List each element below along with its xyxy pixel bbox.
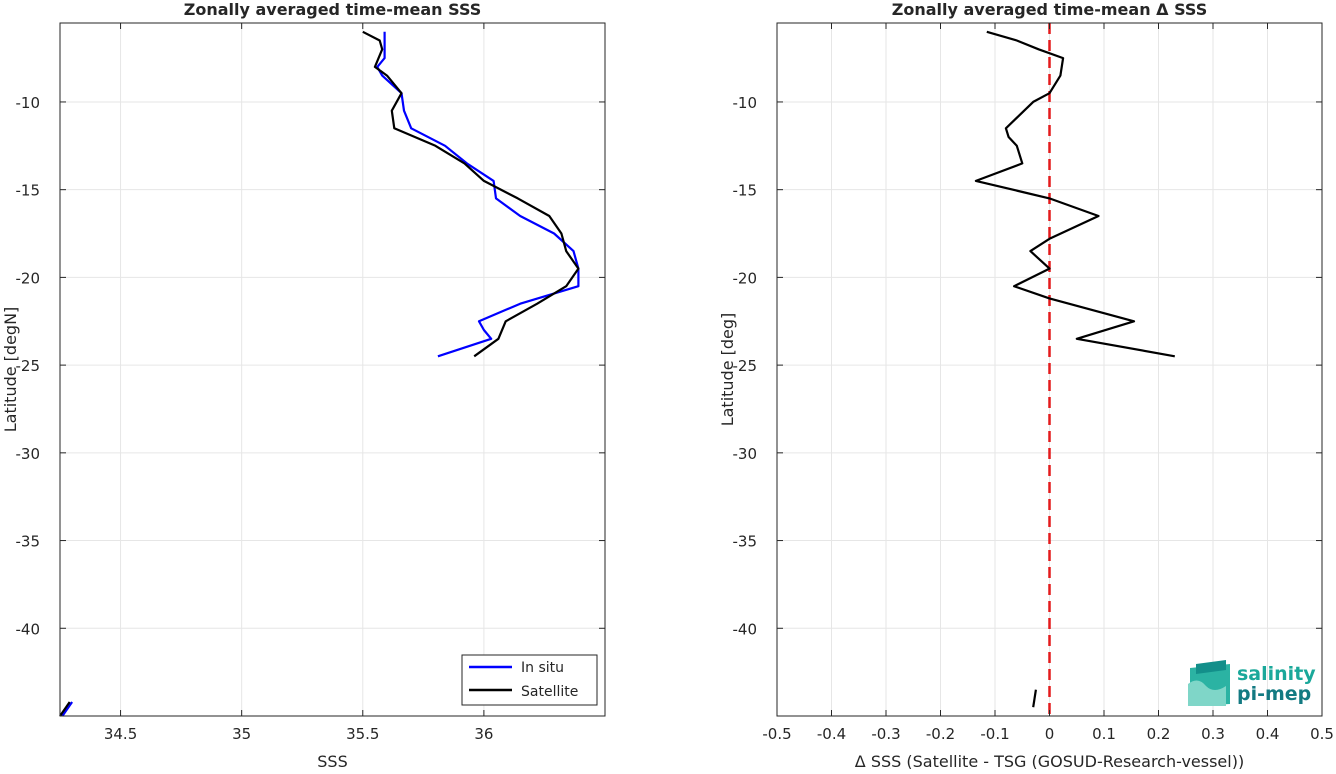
logo-wave-icon [1188, 660, 1230, 706]
y-tick-label: -15 [16, 182, 41, 200]
y-tick-label: -25 [733, 357, 758, 375]
x-axis-label: SSS [317, 752, 347, 769]
x-tick-label: -0.4 [817, 725, 846, 743]
x-tick-label: -0.2 [926, 725, 955, 743]
y-tick-label: -10 [733, 94, 758, 112]
axes-box [59, 22, 606, 717]
x-tick-label: -0.5 [762, 725, 791, 743]
series-line-satellite-tail [59, 701, 71, 717]
panel-sss: 34.5 35 35.5 36 -40 -35 -30 -25 -20 -15 -10 Zonally… [1, 0, 606, 771]
y-tick-label: -10 [16, 94, 41, 112]
y-tick-label: -25 [16, 357, 41, 375]
series-line-in-situ-tail [61, 701, 74, 717]
y-tick-label: -30 [733, 445, 758, 463]
chart-title: Zonally averaged time-mean SSS [184, 0, 482, 19]
x-tick-label: -0.3 [871, 725, 900, 743]
legend-label-in-situ: In situ [521, 660, 564, 676]
series-line-satellite [362, 30, 580, 358]
y-axis-label: Latitude [degN] [1, 307, 20, 433]
panel-delta-sss: -0.5 -0.4 -0.3 -0.2 -0.1 0 0.1 0.2 0.3 0.4 0.5 -40 -… [718, 0, 1334, 771]
x-tick-label: 0.4 [1256, 725, 1280, 743]
y-tick-label: -20 [16, 269, 41, 287]
x-tick-label: 35 [232, 725, 251, 743]
chart-title: Zonally averaged time-mean Δ SSS [892, 0, 1208, 19]
y-tick-label: -30 [16, 445, 41, 463]
series-line-in-situ [376, 31, 580, 358]
y-tick-label: -35 [733, 533, 758, 551]
series-line-tail [1032, 689, 1037, 708]
x-axis-label: Δ SSS (Satellite - TSG (GOSUD-Research-v… [855, 752, 1244, 769]
x-tick-label: -0.1 [980, 725, 1009, 743]
x-tick-label: 34.5 [104, 725, 137, 743]
series-line-0 [974, 30, 1175, 358]
y-tick-label: -40 [16, 620, 41, 638]
y-tick-label: -20 [733, 269, 758, 287]
x-tick-label: 0.3 [1201, 725, 1225, 743]
logo-text-salinity: salinity [1237, 663, 1316, 685]
y-tick-label: -35 [16, 533, 41, 551]
y-axis-label: Latitude [deg] [718, 313, 737, 427]
y-tick-label: -15 [733, 182, 758, 200]
legend-label-satellite: Satellite [521, 684, 578, 700]
x-tick-label: 0 [1045, 725, 1055, 743]
legend-box [461, 654, 598, 706]
plot-area [60, 23, 605, 716]
x-tick-label: 36 [474, 725, 493, 743]
legend: In situ Satellite [461, 654, 598, 706]
logo-text-pi-mep: pi-mep [1237, 683, 1311, 705]
salinity-pi-mep-logo: salinity pi-mep [1188, 660, 1316, 706]
x-tick-label: 0.2 [1147, 725, 1171, 743]
y-tick-label: -40 [733, 620, 758, 638]
x-tick-label: 0.1 [1092, 725, 1116, 743]
x-tick-label: 0.5 [1310, 725, 1334, 743]
x-tick-label: 35.5 [346, 725, 379, 743]
